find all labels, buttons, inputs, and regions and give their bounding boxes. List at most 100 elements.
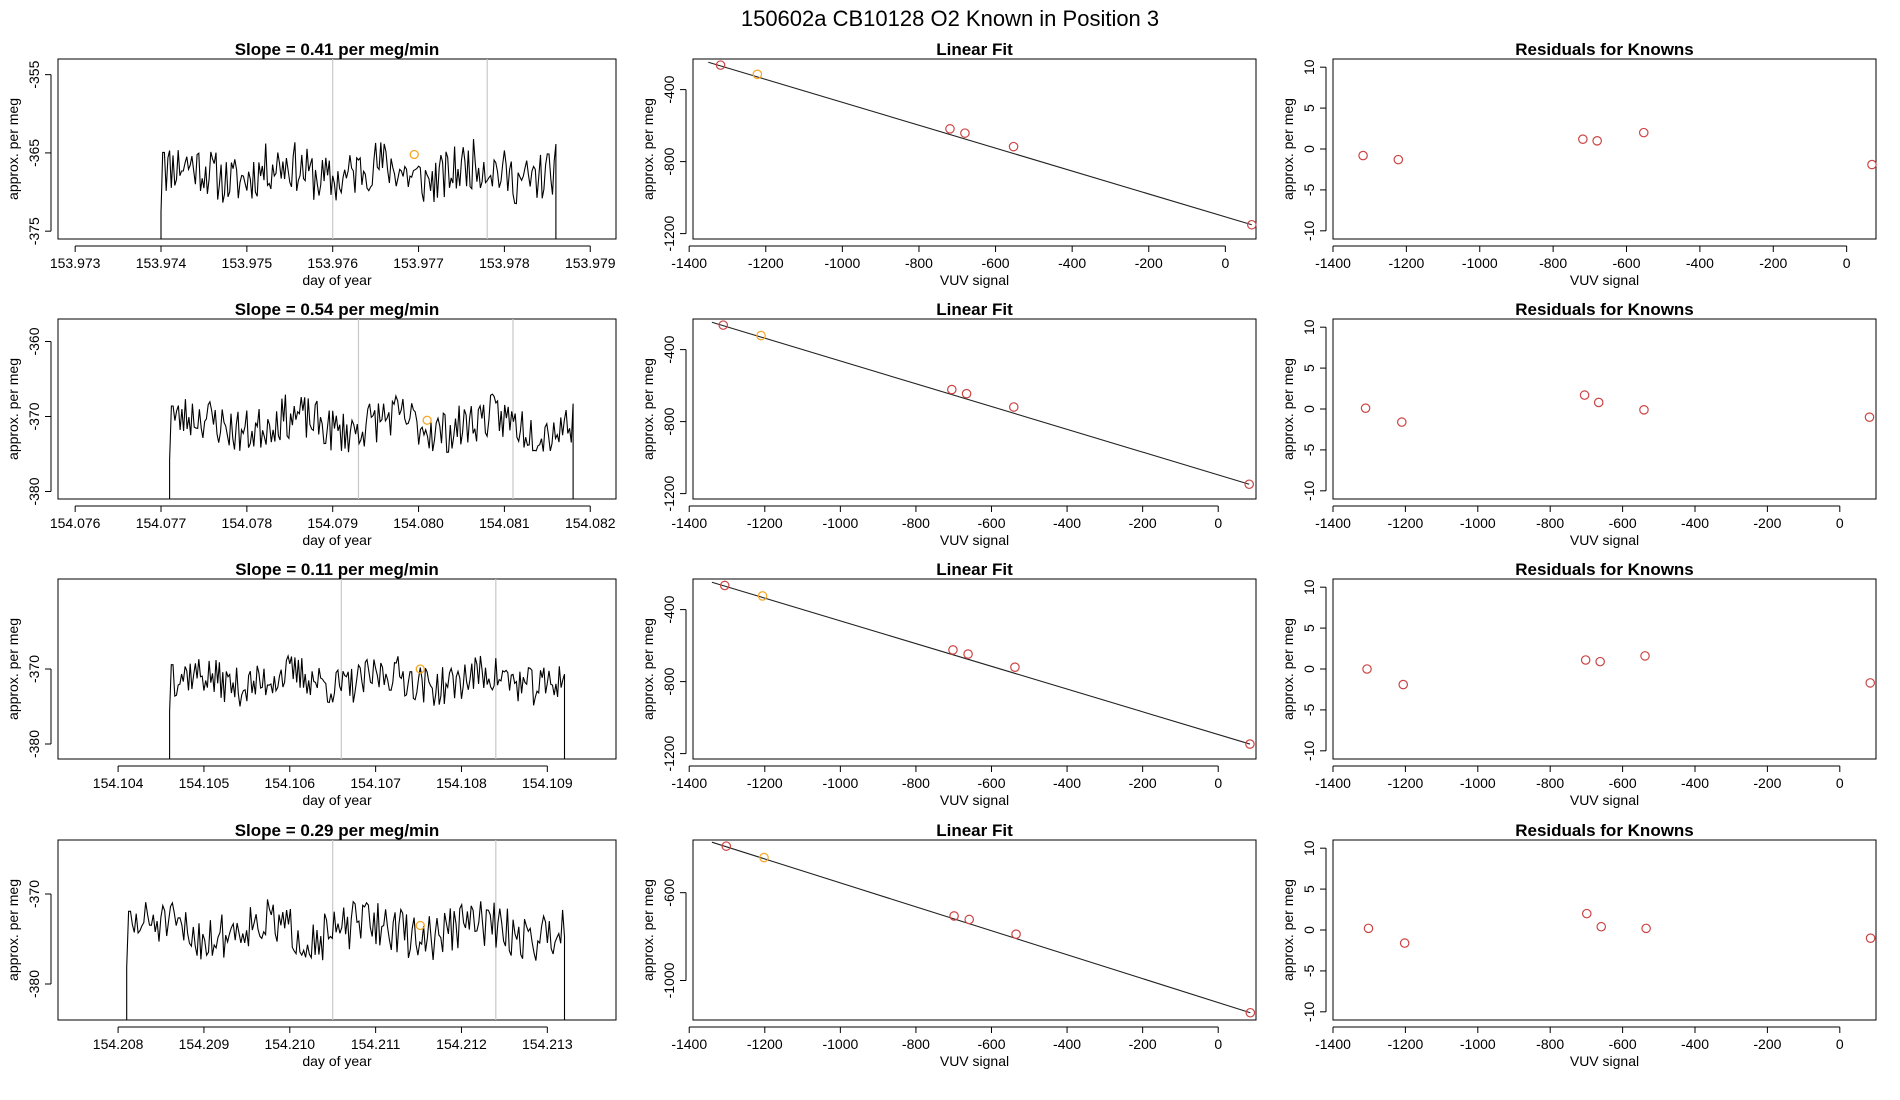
x-tick-label: -200	[1135, 255, 1163, 271]
y-tick-label: -800	[661, 147, 677, 175]
x-tick-label: 154.213	[522, 1036, 573, 1052]
data-point	[945, 124, 955, 134]
data-point	[1360, 403, 1371, 413]
y-axis-label: approx. per meg	[5, 358, 21, 460]
plot-frame	[1332, 839, 1877, 1021]
y-axis-label: approx. per meg	[640, 98, 656, 200]
y-axis-label: approx. per meg	[640, 879, 656, 981]
plot-frame	[1332, 58, 1877, 240]
data-point	[1244, 479, 1254, 490]
panel-title: Slope = 0.11 per meg/min	[235, 560, 439, 579]
x-tick-label: -1000	[1460, 515, 1496, 531]
signal-trace	[58, 899, 566, 1021]
data-point	[1579, 390, 1590, 400]
x-tick-label: -1000	[1460, 775, 1496, 791]
y-tick-label: -380	[26, 477, 42, 505]
x-tick-label: 153.978	[479, 255, 530, 271]
x-tick-label: -1400	[1315, 1036, 1351, 1052]
fit-line	[711, 841, 1251, 1014]
x-tick-label: -1400	[1315, 255, 1351, 271]
y-tick-label: -1200	[661, 735, 677, 771]
y-tick-label: -355	[26, 60, 42, 88]
x-tick-label: -600	[982, 255, 1010, 271]
panel-2-1: Slope = 0.54 per meg/min 154.076 154.077 15…	[5, 300, 617, 548]
x-tick-label: 0	[1214, 775, 1222, 791]
panel-title: Linear Fit	[936, 300, 1013, 319]
plot-frame	[1332, 318, 1877, 500]
data-point	[721, 841, 732, 851]
y-tick-label: -10	[1301, 480, 1317, 500]
y-tick-label: -600	[661, 878, 677, 906]
y-tick-label: -1000	[661, 962, 677, 998]
plot-frame	[57, 839, 617, 1021]
panel-4-1: Slope = 0.29 per meg/min 154.208 154.209 15…	[5, 821, 617, 1069]
y-tick-label: -380	[26, 730, 42, 758]
plot-frame	[692, 578, 1257, 760]
x-tick-label: -200	[1753, 775, 1781, 791]
x-tick-label: -600	[1612, 255, 1640, 271]
y-tick-label: -1200	[661, 215, 677, 251]
y-axis-label: approx. per meg	[1280, 358, 1296, 460]
data-point	[1245, 1007, 1256, 1018]
data-point	[1593, 397, 1604, 408]
y-axis-label: approx. per meg	[5, 879, 21, 981]
x-tick-label: 0	[1836, 775, 1844, 791]
x-tick-label: -1200	[748, 255, 784, 271]
data-point	[1639, 405, 1649, 415]
x-tick-label: 153.976	[307, 255, 358, 271]
x-tick-label: 153.979	[565, 255, 616, 271]
y-tick-label: -10	[1301, 1001, 1317, 1021]
x-tick-label: 0	[1214, 1036, 1222, 1052]
x-tick-label: -600	[977, 515, 1005, 531]
y-axis-label: approx. per meg	[5, 618, 21, 720]
plot-frame	[57, 58, 617, 240]
x-tick-label: 154.106	[264, 775, 315, 791]
panel-title: Residuals for Knowns	[1515, 40, 1694, 59]
y-tick-label: -365	[26, 139, 42, 167]
signal-trace	[58, 393, 574, 500]
data-point	[960, 128, 970, 138]
y-tick-label: -400	[661, 75, 677, 103]
data-point	[1398, 679, 1409, 690]
y-tick-label: 10	[1301, 840, 1317, 856]
fit-line	[711, 581, 1251, 745]
y-tick-label: 10	[1301, 319, 1317, 335]
data-point	[1245, 739, 1255, 749]
x-tick-label: -1400	[671, 255, 707, 271]
panels: Slope = 0.41 per meg/min 153.973 153.974 15…	[5, 40, 1877, 1069]
x-tick-label: -600	[1609, 1036, 1637, 1052]
y-tick-label: 10	[1301, 59, 1317, 75]
x-tick-label: 154.209	[179, 1036, 230, 1052]
data-point	[949, 911, 959, 921]
panel-title: Slope = 0.54 per meg/min	[235, 300, 440, 319]
x-axis-label: VUV signal	[940, 272, 1009, 288]
panel-1-2: Linear Fit -1400 -1200 -1000 -800 -600 -400 -20…	[640, 40, 1257, 288]
x-tick-label: 154.105	[179, 775, 230, 791]
y-axis-label: approx. per meg	[1280, 618, 1296, 720]
x-tick-label: -1000	[822, 775, 858, 791]
x-tick-label: 0	[1836, 1036, 1844, 1052]
y-tick-label: -5	[1301, 964, 1317, 977]
highlight-point	[409, 149, 419, 160]
y-tick-label: -375	[26, 217, 42, 245]
x-tick-label: 153.977	[393, 255, 444, 271]
y-tick-label: 0	[1301, 405, 1317, 413]
y-tick-label: 0	[1301, 926, 1317, 934]
data-point	[1008, 402, 1019, 412]
data-point	[757, 591, 768, 601]
data-point	[756, 330, 766, 341]
x-tick-label: -1000	[822, 1036, 858, 1052]
panel-title: Slope = 0.41 per meg/min	[235, 40, 440, 59]
x-axis-label: day of year	[302, 1053, 372, 1069]
data-point	[759, 852, 769, 863]
y-tick-label: 5	[1301, 364, 1317, 372]
data-point	[752, 69, 763, 80]
y-tick-label: -400	[661, 335, 677, 363]
y-tick-label: -370	[26, 655, 42, 683]
x-tick-label: 154.080	[393, 515, 444, 531]
y-tick-label: 5	[1301, 885, 1317, 893]
x-tick-label: -800	[1539, 255, 1567, 271]
x-axis-label: VUV signal	[1570, 272, 1639, 288]
panel-3-1: Slope = 0.11 per meg/min 154.104 154.105 15…	[5, 560, 617, 808]
signal-trace	[58, 653, 566, 760]
